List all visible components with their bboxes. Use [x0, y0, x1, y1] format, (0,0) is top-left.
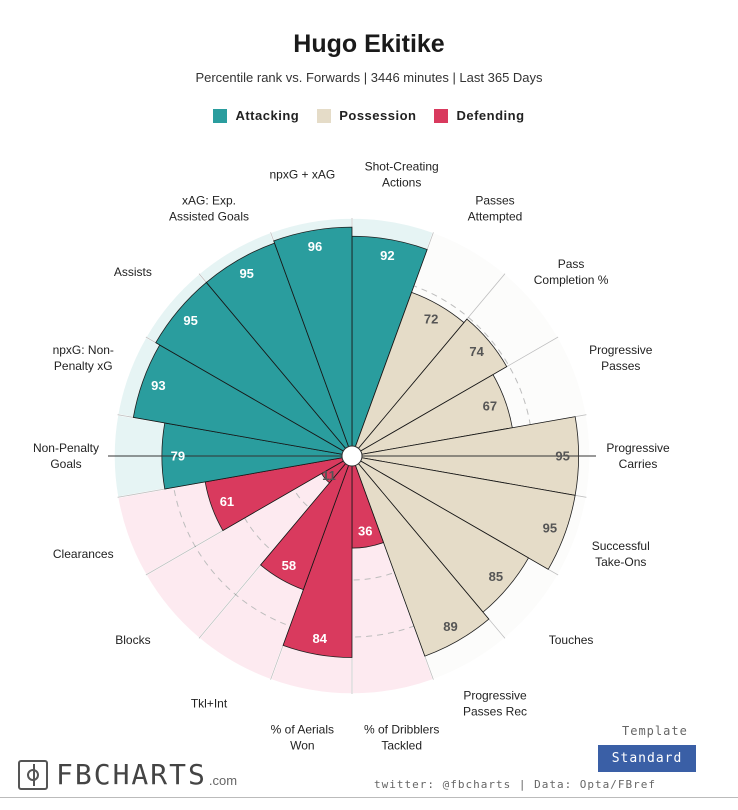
value-label-18: 96 [308, 239, 322, 254]
spoke [361, 414, 587, 455]
category-label-2: Passes Attempted [468, 193, 523, 223]
value-label-16: 95 [183, 313, 197, 328]
spoke [198, 463, 346, 639]
pitch-icon [18, 759, 48, 790]
category-label-9: % of Dribblers Tackled [364, 723, 439, 753]
category-label-17: xAG: Exp. Assisted Goals [169, 193, 249, 223]
value-label-5: 95 [555, 449, 569, 464]
category-label-12: Blocks [115, 633, 150, 647]
category-label-10: % of Aerials Won [271, 723, 334, 753]
spoke [270, 232, 349, 447]
legend-swatch-attacking [213, 108, 228, 123]
legend-item-possession: Possession [317, 108, 416, 123]
value-label-10: 84 [313, 631, 328, 646]
value-label-7: 85 [489, 569, 503, 584]
legend-label-attacking: Attacking [235, 108, 300, 123]
category-label-14: Non-Penalty Goals [33, 441, 99, 471]
legend-label-defending: Defending [456, 108, 525, 123]
spoke [145, 460, 344, 576]
legend-swatch-defending [434, 108, 449, 123]
spoke [270, 465, 349, 680]
category-label-5: Progressive Carries [606, 441, 670, 471]
category-label-15: npxG: Non-Penalty xG [53, 343, 114, 373]
logo-text: FBCHARTS [56, 758, 207, 791]
category-label-4: Progressive Passes [589, 343, 653, 373]
value-label-4: 67 [483, 398, 497, 413]
category-label-13: Clearances [53, 547, 114, 561]
template-label: Template [622, 724, 688, 738]
value-label-17: 95 [239, 266, 253, 281]
spoke [360, 336, 559, 452]
legend-item-attacking: Attacking [213, 108, 299, 123]
value-label-3: 74 [469, 344, 484, 359]
value-label-8: 89 [443, 619, 457, 634]
value-label-14: 79 [171, 449, 185, 464]
legend: Attacking Possession Defending [0, 108, 738, 123]
fbcharts-logo: FBCHARTS .com [18, 758, 237, 791]
template-standard-button[interactable]: Standard [598, 745, 696, 772]
category-label-8: Progressive Passes Rec [463, 689, 527, 719]
spoke [198, 273, 346, 449]
category-label-18: npxG + xAG [269, 167, 335, 181]
spoke [145, 336, 344, 452]
value-label-1: 92 [380, 248, 394, 263]
spoke [117, 457, 343, 498]
value-label-6: 95 [543, 521, 557, 536]
value-label-2: 72 [424, 312, 438, 327]
legend-swatch-possession [317, 108, 332, 123]
category-label-1: Shot-Creating Actions [365, 159, 439, 189]
spoke [361, 457, 587, 498]
category-label-7: Touches [549, 633, 594, 647]
legend-label-possession: Possession [339, 108, 417, 123]
spoke [358, 463, 506, 639]
value-label-13: 61 [220, 494, 234, 509]
footer-divider [0, 797, 738, 798]
center-hub [341, 445, 363, 467]
value-label-15: 93 [151, 378, 165, 393]
chart-subtitle: Percentile rank vs. Forwards | 3446 minu… [195, 70, 543, 85]
value-label-12: 11 [322, 468, 336, 483]
spoke [355, 232, 434, 447]
category-label-3: Pass Completion % [534, 257, 609, 287]
value-label-11: 58 [282, 558, 296, 573]
spoke [360, 460, 559, 576]
category-label-11: Tkl+Int [191, 697, 228, 711]
footer-credit: twitter: @fbcharts | Data: Opta/FBref [374, 778, 657, 791]
legend-item-defending: Defending [434, 108, 524, 123]
spoke [355, 465, 434, 680]
spoke [358, 273, 506, 449]
chart-title: Hugo Ekitike [293, 30, 445, 58]
category-label-6: Successful Take-Ons [592, 539, 650, 569]
spoke [117, 414, 343, 455]
category-label-16: Assists [114, 265, 152, 279]
logo-suffix: .com [208, 773, 238, 788]
value-label-9: 36 [358, 523, 372, 538]
